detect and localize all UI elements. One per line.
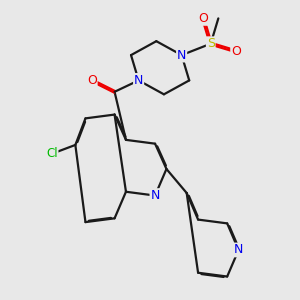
Text: N: N <box>234 244 243 256</box>
Text: N: N <box>177 49 186 62</box>
Text: O: O <box>87 74 97 87</box>
Text: N: N <box>134 74 143 87</box>
Text: O: O <box>198 12 208 25</box>
Text: S: S <box>207 37 215 50</box>
Text: Cl: Cl <box>46 147 58 160</box>
Text: O: O <box>231 45 241 58</box>
Text: N: N <box>150 189 160 202</box>
